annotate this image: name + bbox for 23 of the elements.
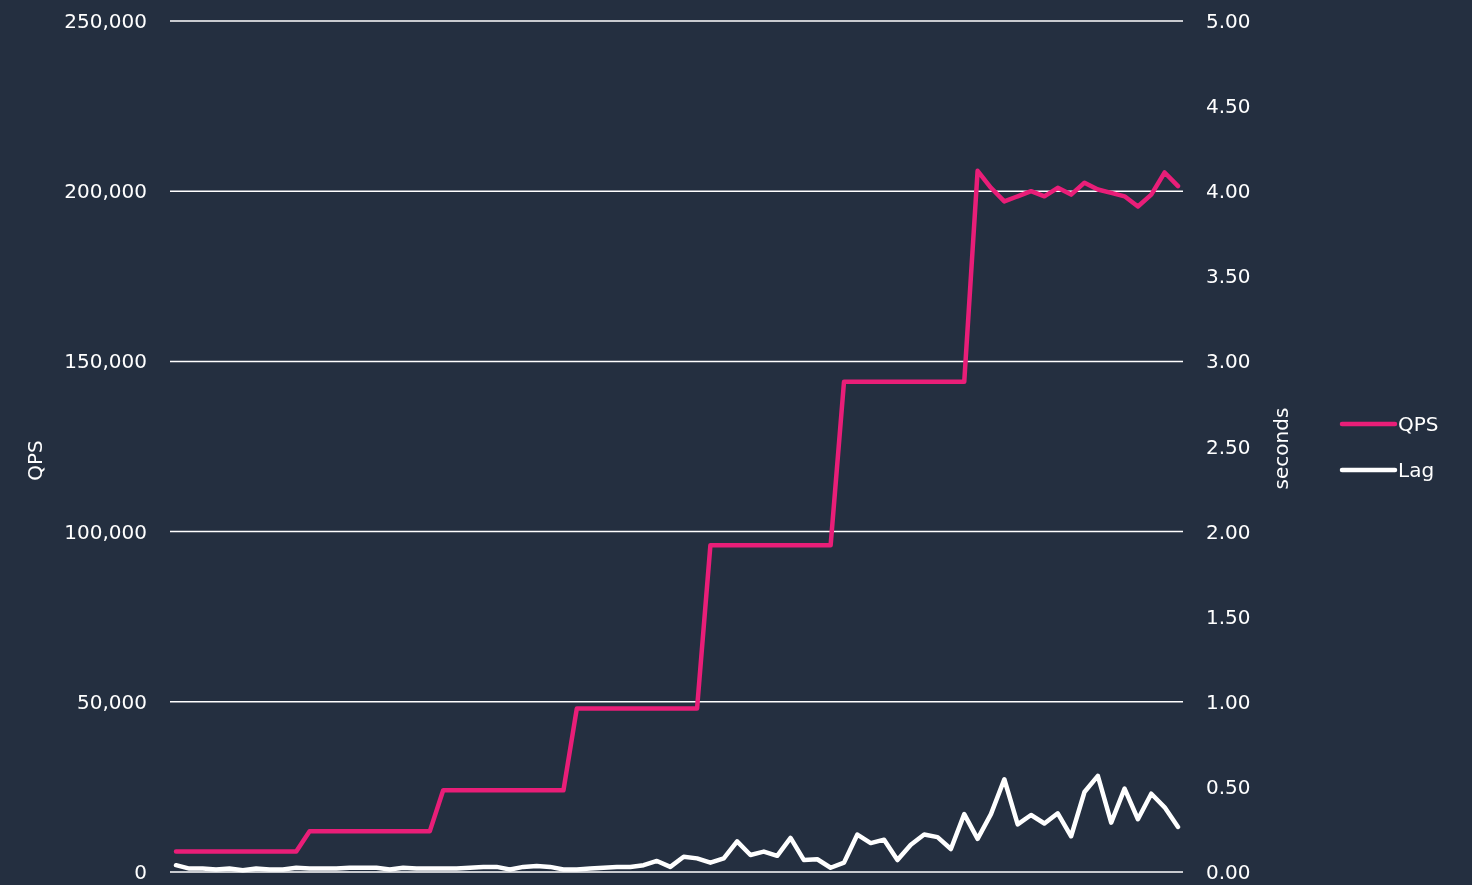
legend-label: QPS bbox=[1398, 412, 1439, 436]
y2-tick-label: 5.00 bbox=[1206, 9, 1251, 33]
y-tick-label: 200,000 bbox=[64, 179, 147, 204]
y2-tick-label: 0.00 bbox=[1206, 860, 1251, 884]
y2-tick-label: 1.50 bbox=[1206, 604, 1251, 629]
y-tick-label: 50,000 bbox=[77, 689, 147, 714]
line-series bbox=[173, 773, 1181, 873]
y-tick-label: 100,000 bbox=[64, 519, 147, 544]
y2-tick-label: 4.50 bbox=[1206, 94, 1251, 119]
y-tick-label: 250,000 bbox=[64, 9, 147, 33]
y-axis-title: QPS bbox=[23, 440, 47, 481]
y2-tick-label: 3.50 bbox=[1206, 264, 1251, 289]
y2-axis-title: seconds bbox=[1269, 407, 1293, 490]
y2-tick-label: 4.00 bbox=[1206, 179, 1251, 204]
y-tick-label: 150,000 bbox=[64, 349, 147, 374]
y2-tick-label: 3.00 bbox=[1206, 349, 1251, 374]
legend-label: Lag bbox=[1398, 458, 1435, 482]
y2-tick-label: 0.50 bbox=[1206, 774, 1251, 799]
y2-tick-label: 2.00 bbox=[1206, 519, 1251, 544]
y-tick-label: 0 bbox=[134, 860, 147, 884]
y2-tick-label: 2.50 bbox=[1206, 434, 1251, 459]
y2-tick-label: 1.00 bbox=[1206, 689, 1251, 714]
line-series bbox=[173, 168, 1181, 854]
